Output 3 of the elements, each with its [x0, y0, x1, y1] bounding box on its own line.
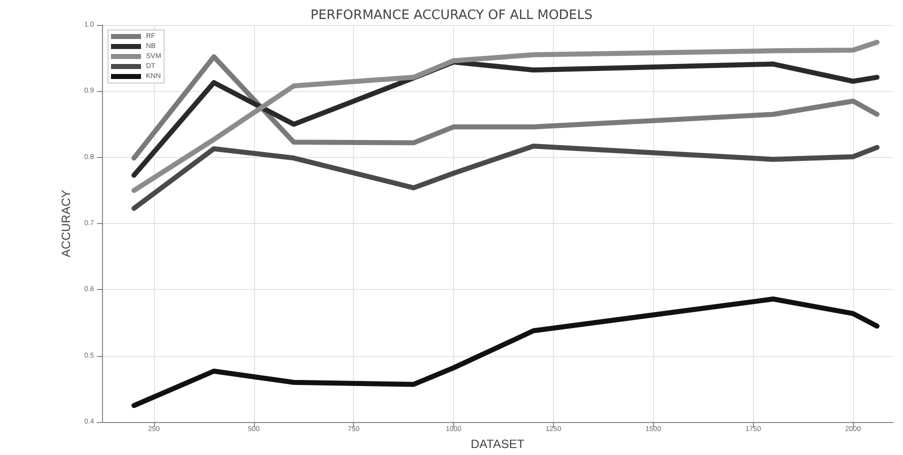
chart-title: PERFORMANCE ACCURACY OF ALL MODELS: [310, 8, 593, 23]
x-axis-title: DATASET: [470, 437, 525, 451]
y-axis-title: ACCURACY: [59, 190, 73, 258]
